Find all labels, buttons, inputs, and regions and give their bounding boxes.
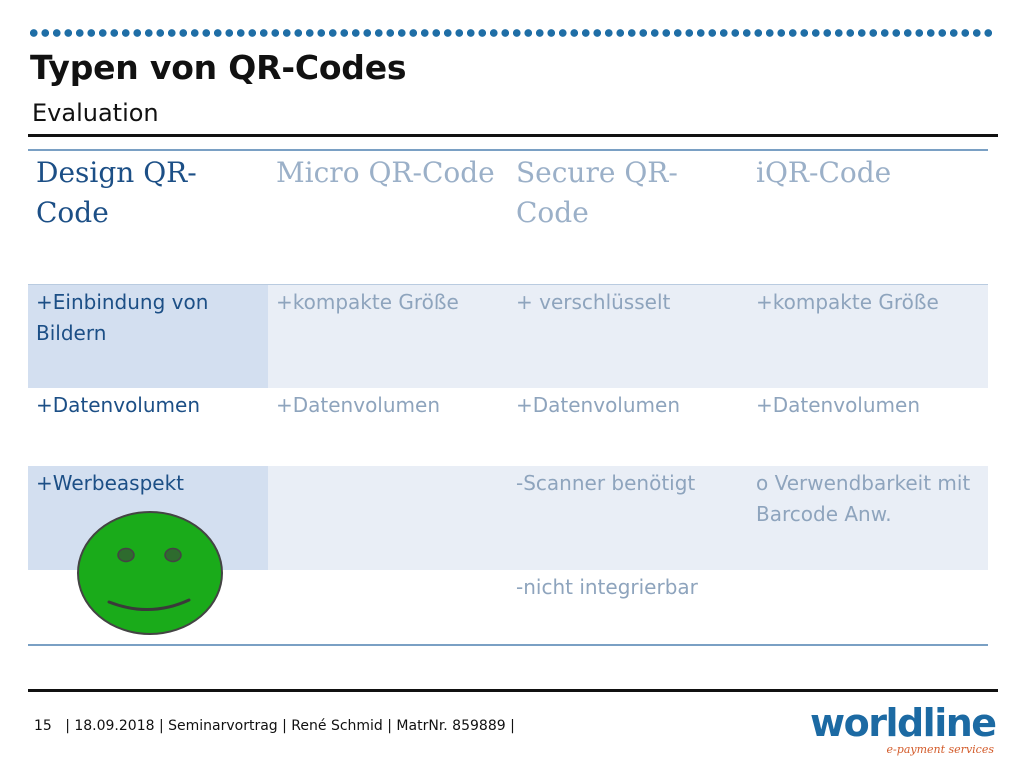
table-cell xyxy=(268,466,508,570)
table-cell: +Einbindung von Bildern xyxy=(28,285,268,389)
table-cell: +Datenvolumen xyxy=(516,393,681,417)
table-header-row: Design QR-Code Micro QR-Code Secure QR-C… xyxy=(28,151,988,284)
table-cell: -Scanner benötigt xyxy=(516,471,696,495)
table-cell: +kompakte Größe xyxy=(276,290,459,314)
table-cell: o Verwendbarkeit mit Barcode Anw. xyxy=(756,471,971,526)
table-row: +Einbindung von Bildern +kompakte Größe … xyxy=(28,284,988,389)
footer: 15 | 18.09.2018 | Seminarvortrag | René … xyxy=(34,718,515,734)
logo-wordmark: worldline xyxy=(810,701,997,745)
table-cell: +Datenvolumen xyxy=(36,393,201,417)
comparison-table: Design QR-Code Micro QR-Code Secure QR-C… xyxy=(28,149,988,646)
header-design-qr: Design QR-Code xyxy=(36,156,197,229)
footer-divider xyxy=(28,689,998,692)
footer-info: | 18.09.2018 | Seminarvortrag | René Sch… xyxy=(65,718,515,734)
table-row: +Datenvolumen +Datenvolumen +Datenvolume… xyxy=(28,388,988,466)
table-cell: +kompakte Größe xyxy=(756,290,939,314)
worldline-logo: worldline e-payment services xyxy=(810,701,997,761)
slide-title: Typen von QR-Codes xyxy=(30,48,407,87)
table-cell: + verschlüsselt xyxy=(516,290,671,314)
header-micro-qr: Micro QR-Code xyxy=(276,156,495,189)
logo-tagline: e-payment services xyxy=(886,743,994,756)
page-number: 15 xyxy=(34,718,52,734)
header-divider xyxy=(28,134,998,137)
table-cell: -nicht integrierbar xyxy=(516,575,698,599)
table-cell: +Datenvolumen xyxy=(276,393,441,417)
dotted-top-border xyxy=(28,27,994,39)
table-cell xyxy=(748,570,988,644)
smiley-face-icon xyxy=(77,511,223,635)
header-secure-qr: Secure QR-Code xyxy=(516,156,678,229)
table-cell xyxy=(268,570,508,644)
table-cell: +Datenvolumen xyxy=(756,393,921,417)
slide-subtitle: Evaluation xyxy=(32,99,159,127)
header-iqr: iQR-Code xyxy=(756,156,892,189)
